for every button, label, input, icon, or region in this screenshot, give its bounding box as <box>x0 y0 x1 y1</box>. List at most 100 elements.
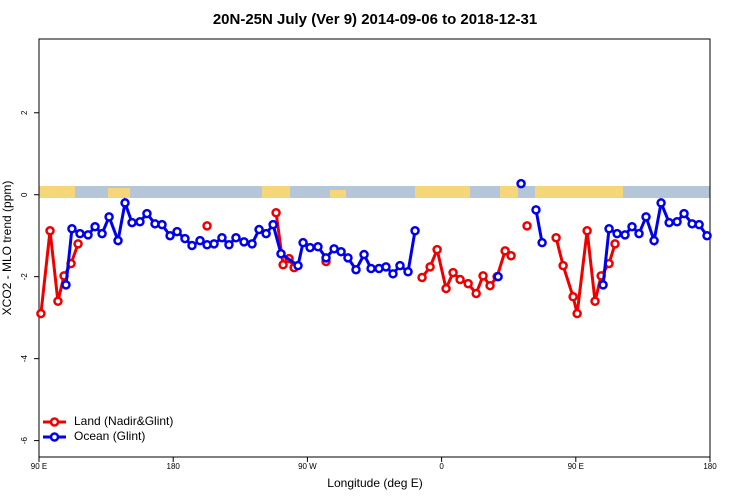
point <box>172 226 182 237</box>
point <box>656 198 666 208</box>
point <box>403 267 413 277</box>
point <box>455 274 465 285</box>
point <box>604 223 614 234</box>
point <box>432 244 442 255</box>
point <box>142 208 152 219</box>
point <box>664 217 674 228</box>
point <box>425 262 435 272</box>
y-tick-label: 0 <box>20 192 29 197</box>
point <box>598 280 608 290</box>
point <box>590 296 600 307</box>
point <box>278 260 288 270</box>
y-tick-label: 2 <box>20 110 29 115</box>
legend-label: Ocean (Glint) <box>74 429 145 443</box>
legend-label: Land (Nadir&Glint) <box>74 414 173 428</box>
x-tick-label: 90 E <box>568 462 584 471</box>
point <box>276 248 286 259</box>
point <box>351 264 361 275</box>
point <box>463 278 473 289</box>
point <box>366 263 376 274</box>
x-tick-label: 90 W <box>298 462 317 471</box>
point <box>305 242 315 253</box>
legend-marker <box>49 417 60 427</box>
point <box>254 224 264 235</box>
point <box>679 208 689 219</box>
point <box>610 239 620 249</box>
point <box>537 237 547 248</box>
point <box>531 205 541 215</box>
point <box>641 212 651 222</box>
point <box>634 228 644 239</box>
point <box>180 233 190 244</box>
point <box>104 212 114 222</box>
point <box>61 280 71 290</box>
point <box>321 253 331 263</box>
point <box>522 221 532 231</box>
point <box>702 230 712 241</box>
point <box>217 233 227 243</box>
y-tick-label: -4 <box>20 355 29 363</box>
point <box>45 226 55 236</box>
point <box>388 269 398 279</box>
point <box>231 233 241 243</box>
point <box>261 228 271 239</box>
legend-marker <box>49 432 60 442</box>
x-axis-label: Longitude (deg E) <box>327 476 422 490</box>
point <box>485 280 495 291</box>
point <box>558 260 568 271</box>
y-axis-label: XCO2 - MLO trend (ppm) <box>0 181 14 316</box>
point <box>582 226 592 236</box>
point <box>471 288 481 299</box>
x-tick-label: 0 <box>439 462 444 471</box>
point <box>202 221 212 231</box>
point <box>135 217 145 227</box>
point <box>53 296 63 307</box>
point <box>395 260 405 271</box>
point <box>67 223 77 234</box>
point <box>127 217 137 228</box>
point <box>165 230 175 241</box>
point <box>239 237 249 247</box>
point <box>478 271 488 281</box>
y-tick-label: -2 <box>20 273 29 281</box>
x-tick-label: 90 E <box>31 462 47 471</box>
point <box>90 221 100 232</box>
point <box>343 253 353 263</box>
point <box>568 292 578 302</box>
point <box>359 249 369 260</box>
y-tick-label: -6 <box>20 437 29 445</box>
point <box>516 178 526 189</box>
point <box>649 235 659 246</box>
point <box>36 308 46 319</box>
point <box>627 221 637 232</box>
point <box>224 239 234 250</box>
point <box>271 208 281 218</box>
point <box>612 228 622 239</box>
point <box>620 230 630 240</box>
chart-title: 20N-25N July (Ver 9) 2014-09-06 to 2018-… <box>213 11 537 28</box>
point <box>313 242 323 252</box>
point <box>381 262 391 272</box>
plot-frame <box>38 38 711 458</box>
point <box>187 240 197 251</box>
x-tick-label: 180 <box>167 462 181 471</box>
point <box>157 219 167 230</box>
point <box>493 271 503 282</box>
point <box>500 246 510 256</box>
point <box>448 267 458 278</box>
point <box>247 239 257 249</box>
point <box>410 226 420 236</box>
point <box>293 260 303 271</box>
point <box>120 198 130 208</box>
point <box>195 235 205 246</box>
point <box>113 235 123 246</box>
point <box>73 239 83 249</box>
point <box>506 251 516 261</box>
point <box>572 308 582 319</box>
point <box>268 219 278 230</box>
point <box>336 246 346 257</box>
point <box>441 283 451 294</box>
point <box>83 230 93 240</box>
point <box>551 233 561 243</box>
